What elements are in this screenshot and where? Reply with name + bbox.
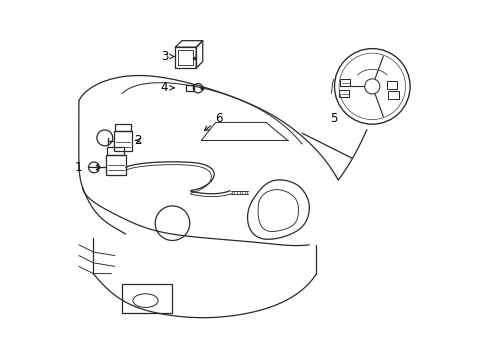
Bar: [122, 284, 172, 313]
Bar: [114, 131, 132, 151]
Text: 2: 2: [134, 134, 142, 147]
Text: 3: 3: [161, 50, 174, 63]
Text: 5: 5: [329, 112, 337, 125]
Bar: [185, 85, 193, 91]
Text: 1: 1: [75, 161, 101, 174]
Bar: [115, 124, 131, 131]
Bar: [387, 91, 398, 99]
Bar: [178, 50, 193, 65]
Bar: [340, 79, 349, 86]
Bar: [339, 90, 348, 97]
Bar: [106, 155, 125, 175]
Bar: [107, 147, 124, 155]
Text: 4: 4: [161, 81, 174, 94]
Bar: [175, 47, 196, 68]
Bar: [386, 81, 397, 89]
Text: 6: 6: [204, 112, 223, 131]
